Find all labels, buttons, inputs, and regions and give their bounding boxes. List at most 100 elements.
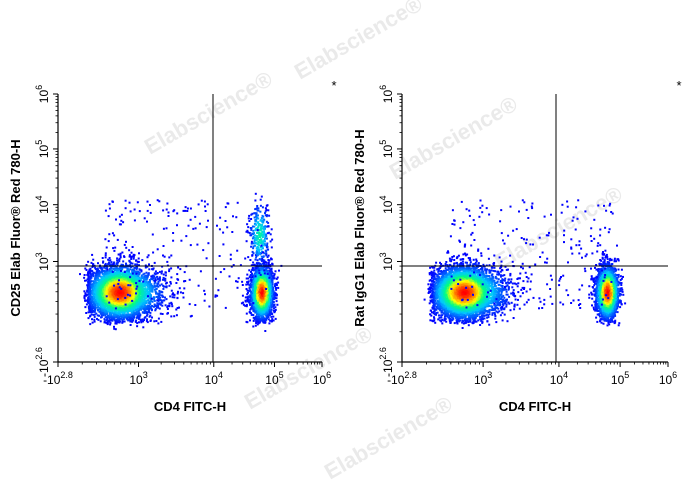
event-dot	[94, 296, 97, 299]
event-dot	[114, 274, 117, 277]
event-dot	[140, 308, 143, 311]
event-dot	[105, 277, 108, 280]
event-dot	[190, 314, 193, 317]
event-dot	[103, 304, 106, 307]
event-dot	[148, 268, 151, 271]
event-dot	[122, 295, 125, 298]
event-dot	[155, 292, 157, 295]
event-dot	[96, 291, 99, 294]
event-dot	[123, 306, 126, 309]
event-dot	[93, 320, 96, 323]
event-dot	[116, 262, 119, 265]
event-dot	[89, 301, 92, 304]
event-dot	[88, 285, 91, 288]
event-dot	[145, 319, 148, 322]
event-dot	[161, 278, 164, 281]
event-dot	[131, 303, 134, 306]
event-dot	[144, 292, 147, 295]
event-dot	[151, 316, 153, 319]
event-dot	[135, 273, 138, 276]
event-dot	[94, 298, 97, 301]
event-dot	[151, 288, 154, 291]
event-dot	[159, 303, 162, 306]
event-dot	[139, 297, 142, 300]
event-dot	[93, 313, 96, 316]
event-dot	[97, 281, 100, 284]
event-dot	[152, 277, 155, 280]
event-dot	[154, 308, 157, 311]
event-dot	[188, 278, 191, 281]
event-dot	[88, 301, 91, 304]
event-dot	[146, 256, 149, 259]
event-dot	[98, 308, 101, 311]
event-dot	[117, 295, 120, 298]
event-dot	[89, 306, 92, 309]
event-dot	[93, 310, 96, 313]
event-dot	[170, 301, 173, 304]
event-dot	[113, 325, 115, 328]
event-dot	[142, 290, 144, 292]
event-dot	[103, 318, 106, 321]
event-dot	[148, 315, 151, 318]
event-dot	[142, 288, 145, 290]
event-dot	[106, 277, 109, 280]
event-dot	[85, 303, 88, 306]
event-dot	[96, 270, 99, 273]
event-dot	[89, 275, 92, 278]
event-dot	[99, 310, 102, 313]
event-dot	[143, 294, 146, 297]
event-dot	[158, 295, 161, 297]
event-dot	[119, 267, 122, 270]
event-dot	[96, 306, 99, 309]
event-dot	[115, 322, 118, 325]
event-dot	[95, 290, 98, 293]
event-dot	[140, 297, 143, 300]
event-dot	[203, 299, 206, 302]
event-dot	[147, 299, 150, 302]
event-dot	[149, 314, 152, 317]
event-dot	[145, 314, 148, 317]
event-dot	[151, 274, 154, 277]
event-dot	[138, 321, 140, 324]
event-dot	[163, 285, 165, 288]
event-dot	[90, 313, 93, 316]
event-dot	[101, 257, 104, 259]
event-dot	[147, 285, 150, 288]
event-dot	[132, 311, 135, 314]
event-dot	[122, 315, 125, 317]
event-dot	[89, 282, 92, 285]
event-dot	[171, 305, 174, 308]
event-dot	[97, 318, 100, 321]
event-dot	[169, 282, 172, 285]
event-dot	[126, 301, 128, 304]
event-dot	[100, 298, 103, 301]
event-dot	[112, 304, 115, 307]
event-dot	[90, 291, 93, 294]
event-dot	[83, 274, 86, 276]
event-dot	[157, 322, 160, 325]
event-dot	[92, 307, 95, 309]
event-dot	[92, 313, 95, 316]
event-dot	[140, 282, 143, 285]
event-dot	[104, 314, 107, 317]
event-dot	[156, 285, 159, 287]
event-dot	[145, 281, 148, 284]
event-dot	[115, 294, 117, 297]
event-dot	[146, 311, 148, 314]
event-dot	[94, 277, 97, 280]
event-dot	[160, 283, 163, 286]
event-dot	[128, 259, 131, 262]
event-dot	[131, 318, 134, 321]
event-dot	[130, 251, 133, 254]
event-dot	[121, 251, 124, 254]
event-dot	[146, 293, 149, 296]
event-dot	[141, 307, 144, 310]
event-dot	[92, 258, 95, 261]
event-dot	[95, 293, 98, 296]
event-dot	[145, 289, 148, 292]
event-dot	[147, 291, 149, 294]
event-dot	[112, 306, 115, 309]
event-dot	[135, 268, 138, 271]
event-dot	[161, 265, 164, 268]
